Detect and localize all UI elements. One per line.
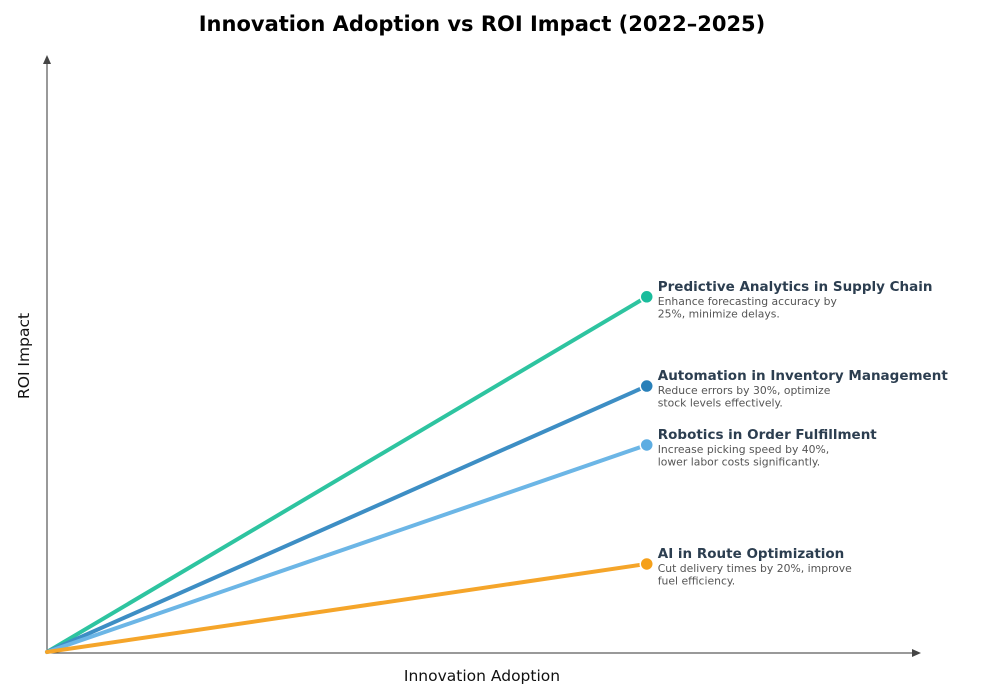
series-line	[45, 442, 649, 654]
y-axis-label: ROI Impact	[15, 313, 33, 399]
series-0: Predictive Analytics in Supply ChainEnha…	[45, 279, 933, 654]
series-description: Cut delivery times by 20%, improve	[658, 562, 852, 575]
series-description: fuel efficiency.	[658, 574, 735, 587]
series-line	[45, 294, 649, 654]
series-label: Automation in Inventory Management	[658, 368, 949, 384]
series-description: stock levels effectively.	[658, 397, 783, 410]
series-endpoint-marker	[639, 289, 655, 305]
series-endpoint-marker	[639, 378, 655, 394]
series-endpoint-marker	[639, 437, 655, 453]
series-description: Enhance forecasting accuracy by	[658, 295, 838, 308]
series-line	[45, 384, 649, 654]
y-axis-arrow-icon	[43, 55, 51, 64]
x-axis-label: Innovation Adoption	[404, 667, 560, 685]
series-label: AI in Route Optimization	[658, 546, 845, 562]
series-1: Automation in Inventory ManagementReduce…	[45, 368, 949, 654]
series-label: Robotics in Order Fulfillment	[658, 427, 878, 443]
chart-title: Innovation Adoption vs ROI Impact (2022–…	[199, 12, 766, 36]
series-description: lower labor costs significantly.	[658, 455, 820, 468]
series-description: Increase picking speed by 40%,	[658, 443, 829, 456]
series-description: 25%, minimize delays.	[658, 307, 780, 320]
x-axis-arrow-icon	[912, 649, 921, 657]
series-description: Reduce errors by 30%, optimize	[658, 384, 831, 397]
series-endpoint-marker	[639, 556, 655, 572]
series-line	[45, 561, 649, 654]
series-label: Predictive Analytics in Supply Chain	[658, 279, 933, 295]
